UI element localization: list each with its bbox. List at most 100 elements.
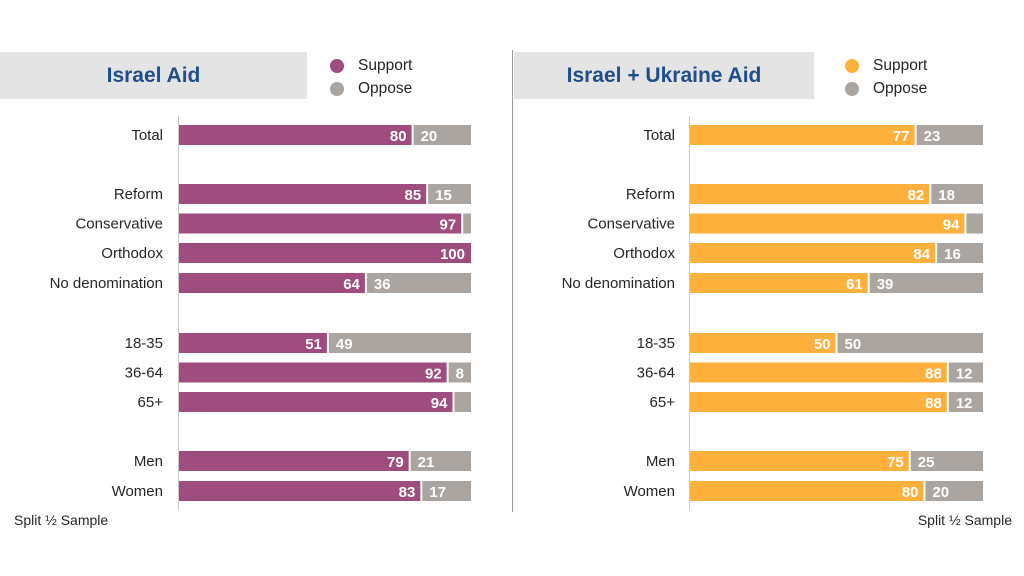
bar-separator	[935, 243, 938, 263]
category-label: Orthodox	[101, 245, 163, 262]
panel-divider	[512, 50, 513, 512]
support-bar	[690, 184, 931, 204]
support-value-label: 79	[387, 454, 404, 471]
category-label: Conservative	[75, 216, 163, 233]
oppose-bar	[427, 184, 471, 204]
oppose-value-label: 20	[932, 484, 949, 501]
category-label: 18-35	[637, 335, 675, 352]
category-label: 65+	[138, 394, 164, 411]
oppose-bar	[421, 481, 471, 501]
support-value-label: 75	[887, 454, 904, 471]
oppose-value-label: 15	[435, 187, 452, 204]
support-value-label: 88	[925, 366, 942, 383]
support-value-label: 94	[943, 217, 960, 234]
oppose-value-label: 16	[944, 246, 961, 263]
oppose-bar	[409, 451, 471, 471]
bar-separator	[946, 362, 949, 383]
oppose-value-label: 36	[374, 276, 391, 293]
category-label: Orthodox	[613, 245, 675, 262]
category-label: No denomination	[50, 275, 163, 292]
support-value-label: 64	[343, 276, 360, 293]
oppose-bar	[327, 333, 471, 353]
support-bar	[690, 481, 925, 501]
oppose-value-label: 20	[421, 128, 438, 145]
category-label: Men	[134, 453, 163, 470]
oppose-value-label: 18	[938, 187, 955, 204]
oppose-value-label: 17	[429, 484, 446, 501]
support-bar	[179, 333, 328, 353]
oppose-value-label: 21	[418, 454, 435, 471]
legend-oppose: Oppose	[330, 77, 412, 100]
israel-aid-title: Israel Aid	[0, 52, 307, 99]
bar-separator	[411, 125, 414, 145]
category-label: 36-64	[637, 365, 675, 382]
israel-ukraine-aid-panel: Israel + Ukraine Aid Support Oppose Spli…	[512, 0, 1024, 576]
oppose-bar	[947, 392, 983, 412]
legend: Support Oppose	[845, 54, 927, 100]
oppose-bar	[936, 243, 983, 263]
support-bar	[690, 451, 910, 471]
category-label: Women	[624, 483, 675, 500]
oppose-bar	[868, 273, 983, 293]
oppose-value-label: 50	[845, 336, 862, 353]
bar-separator	[446, 362, 449, 383]
category-label: Reform	[626, 186, 675, 203]
category-label: Total	[643, 127, 675, 144]
footnote-right: Split ½ Sample	[917, 512, 1012, 528]
oppose-bar	[915, 125, 983, 145]
oppose-value-label: 12	[956, 395, 973, 412]
support-value-label: 51	[305, 336, 322, 353]
oppose-value-label: 49	[336, 336, 353, 353]
support-bar	[179, 213, 463, 234]
legend-support-label: Support	[873, 56, 928, 74]
bar-separator	[867, 273, 870, 293]
support-bar	[690, 362, 948, 383]
oppose-bar	[836, 333, 983, 353]
oppose-dot-icon	[845, 81, 859, 96]
oppose-dot-icon	[330, 81, 344, 96]
bar-separator	[835, 333, 838, 353]
bar-separator	[914, 125, 917, 145]
support-bar	[179, 481, 422, 501]
oppose-value-label: 39	[877, 276, 894, 293]
oppose-bar	[462, 213, 471, 234]
oppose-value-label: 12	[956, 366, 973, 383]
support-dot-icon	[330, 58, 344, 73]
legend-oppose: Oppose	[845, 77, 927, 100]
bar-separator	[908, 451, 911, 471]
israel-aid-panel: Israel Aid Support Oppose Split ½ Sample	[0, 52, 412, 528]
category-label: Men	[646, 453, 675, 470]
legend-oppose-label: Oppose	[358, 79, 413, 97]
left-axis-line	[178, 116, 179, 510]
category-label: Reform	[114, 186, 163, 203]
support-value-label: 50	[814, 336, 831, 353]
support-value-label: 83	[399, 484, 416, 501]
category-label: 65+	[650, 394, 676, 411]
oppose-bar	[909, 451, 983, 471]
support-value-label: 82	[908, 187, 925, 204]
israel-ukraine-aid-title: Israel + Ukraine Aid	[514, 52, 814, 99]
support-bar	[690, 213, 966, 234]
support-value-label: 88	[925, 395, 942, 412]
oppose-value-label: 23	[924, 128, 941, 145]
footnote-left: Split ½ Sample	[14, 512, 109, 528]
support-value-label: 80	[902, 484, 919, 501]
legend-support: Support	[330, 54, 412, 77]
oppose-value-label: 8	[456, 366, 464, 383]
oppose-bar	[447, 362, 471, 383]
bar-separator	[426, 184, 429, 204]
bar-separator	[964, 213, 967, 234]
bar-separator	[326, 333, 329, 353]
support-value-label: 97	[440, 217, 457, 234]
support-value-label: 84	[913, 246, 930, 263]
support-value-label: 61	[846, 276, 863, 293]
support-value-label: 92	[425, 366, 442, 383]
category-label: Women	[112, 483, 163, 500]
support-bar	[690, 333, 837, 353]
support-bar	[179, 451, 410, 471]
legend-oppose-label: Oppose	[873, 79, 928, 97]
bar-separator	[923, 481, 926, 501]
category-label: 18-35	[125, 335, 163, 352]
oppose-bar	[930, 184, 983, 204]
bar-separator	[929, 184, 932, 204]
